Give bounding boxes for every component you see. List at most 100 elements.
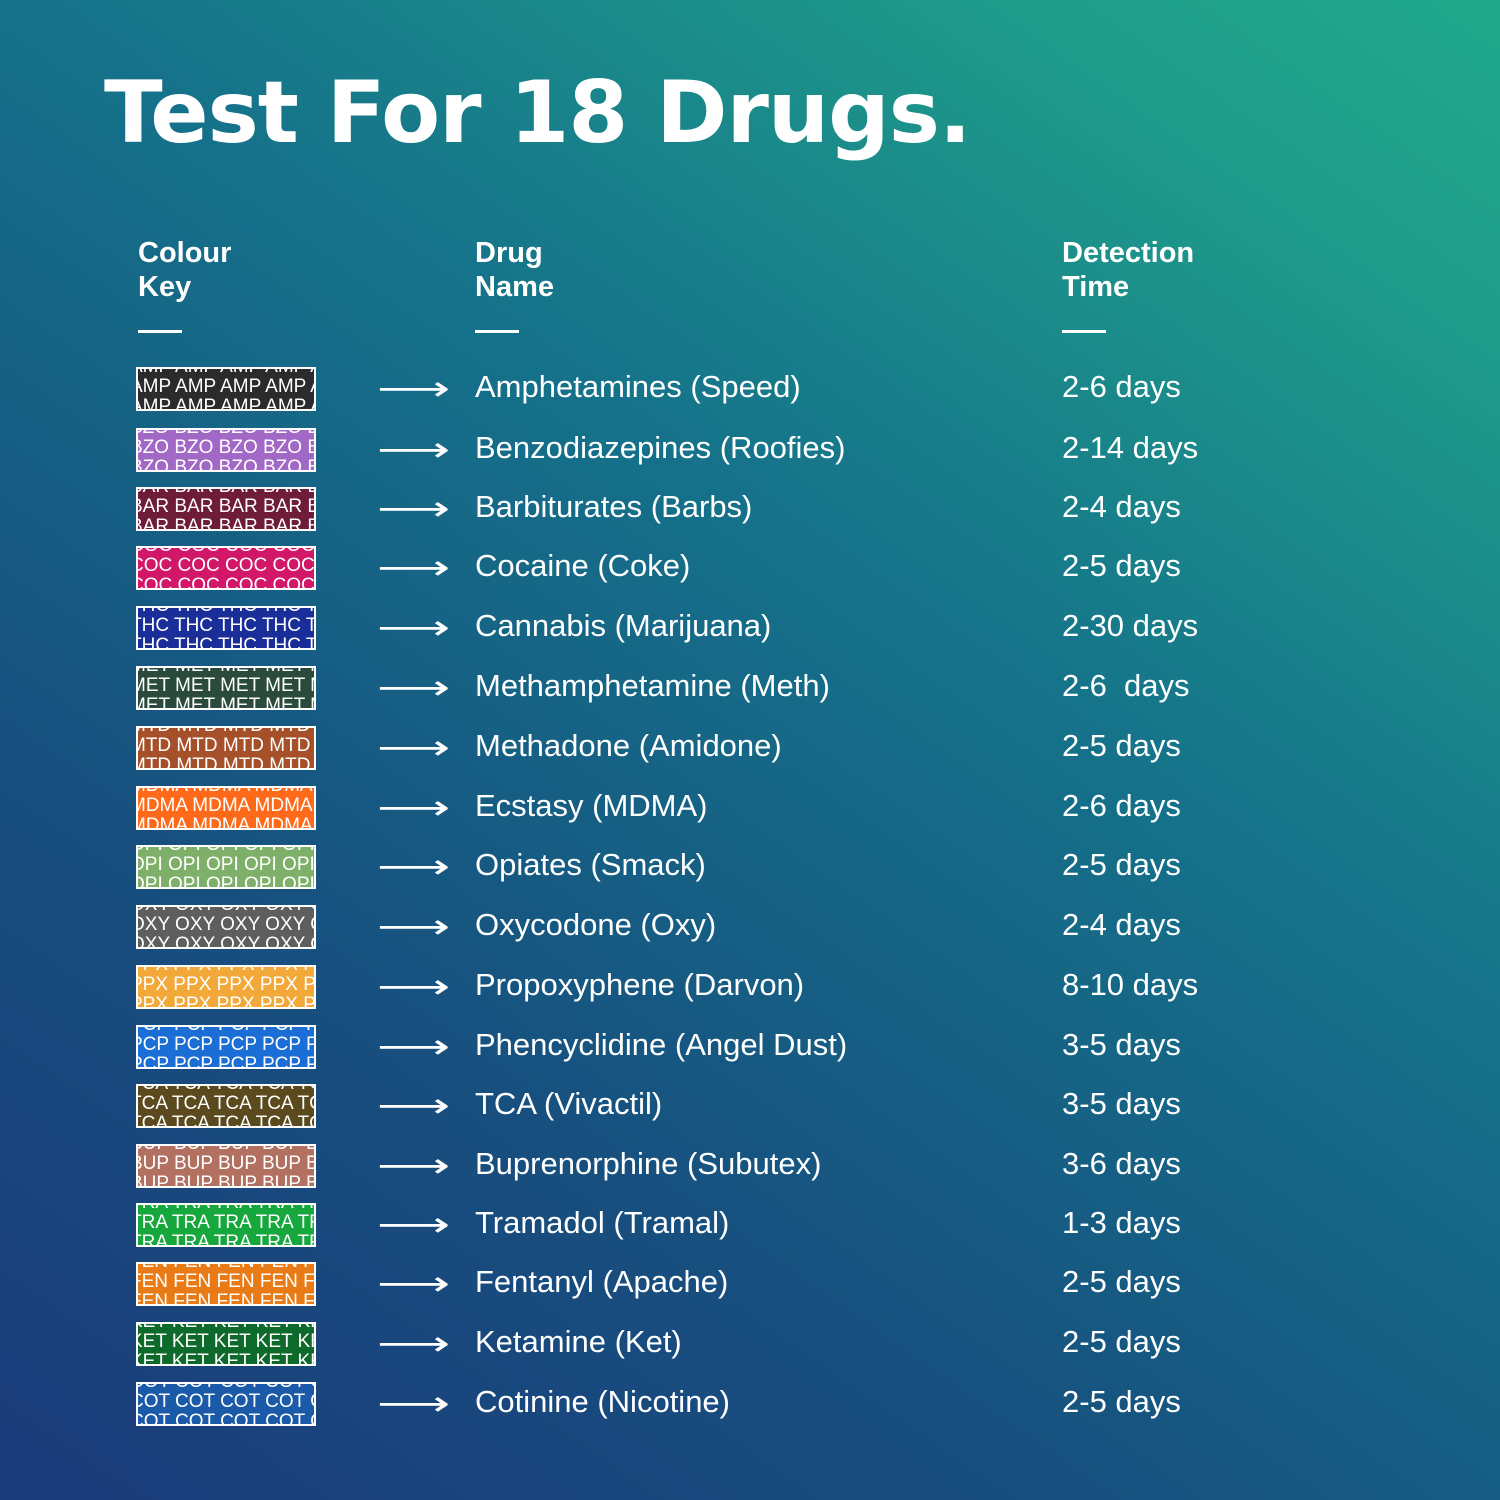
detection-time: 2-5 days — [1062, 1384, 1181, 1419]
swatch-code-text: PCP PCP PCP PCP PCP PCP PCP PCP — [138, 1027, 314, 1034]
header-underline — [475, 330, 519, 333]
drug-name: Opiates (Smack) — [475, 847, 706, 882]
drug-name: Tramadol (Tramal) — [475, 1205, 730, 1240]
drug-name: Oxycodone (Oxy) — [475, 907, 717, 942]
swatch-code-text: THC THC THC THC THC THC THC THC — [138, 615, 314, 636]
arrow-icon: ⟶ — [377, 788, 451, 828]
swatch-code-text: BAR BAR BAR BAR BAR BAR BAR BAR — [138, 496, 314, 517]
swatch-code-text: PPX PPX PPX PPX PPX PPX PPX PPX — [138, 974, 316, 995]
detection-time: 2-5 days — [1062, 548, 1181, 583]
swatch-code-text: TCA TCA TCA TCA TCA TCA TCA TCA — [138, 1086, 314, 1093]
swatch-code-text: BUP BUP BUP BUP BUP BUP BUP BUP — [138, 1146, 314, 1153]
swatch-code-text: AMP AMP AMP AMP AMP AMP AMP AMP — [138, 396, 314, 411]
swatch-code-text: BZO BZO BZO BZO BZO BZO BZO BZO — [138, 457, 314, 472]
swatch-code-text: BUP BUP BUP BUP BUP BUP BUP BUP — [138, 1173, 314, 1188]
header-line: Colour — [138, 237, 232, 269]
swatch-code-text: BZO BZO BZO BZO BZO BZO BZO BZO — [138, 430, 314, 437]
arrow-icon: ⟶ — [377, 1264, 451, 1304]
swatch-code-text: OXY OXY OXY OXY OXY OXY OXY OXY — [138, 934, 314, 949]
swatch-code-text: OPI OPI OPI OPI OPI OPI OPI OPI — [138, 847, 314, 854]
detection-time: 2-4 days — [1062, 907, 1181, 942]
swatch-code-text: MTD MTD MTD MTD MTD MTD MTD MTD — [138, 755, 314, 770]
drug-name: Cotinine (Nicotine) — [475, 1384, 730, 1419]
arrow-icon: ⟶ — [377, 548, 451, 588]
colour-key-swatch: BUP BUP BUP BUP BUP BUP BUP BUP BUP BUP B… — [136, 1144, 316, 1188]
detection-time: 2-5 days — [1062, 728, 1181, 763]
swatch-code-text: FEN FEN FEN FEN FEN FEN FEN FEN — [138, 1271, 315, 1292]
swatch-code-text: TRA TRA TRA TRA TRA TRA TRA TRA — [138, 1205, 314, 1212]
swatch-code-text: KET KET KET KET KET KET KET KET — [138, 1331, 314, 1352]
drug-name: Propoxyphene (Darvon) — [475, 967, 805, 1002]
arrow-icon: ⟶ — [377, 1324, 451, 1364]
colour-key-header: Colour Key — [138, 236, 231, 333]
header-line: Drug — [475, 237, 543, 269]
swatch-code-text: OPI OPI OPI OPI OPI OPI OPI OPI — [138, 854, 315, 875]
header-underline — [138, 330, 182, 333]
detection-time: 3-5 days — [1062, 1027, 1181, 1062]
swatch-code-text: TRA TRA TRA TRA TRA TRA TRA TRA — [138, 1212, 314, 1233]
table-row: BUP BUP BUP BUP BUP BUP BUP BUP BUP BUP B… — [0, 1144, 1500, 1188]
header-line: Detection — [1062, 237, 1195, 269]
swatch-code-text: BZO BZO BZO BZO BZO BZO BZO BZO — [138, 437, 314, 458]
arrow-icon: ⟶ — [377, 489, 451, 529]
swatch-code-text: MDMA MDMA MDMA MDMA MDMA MDMA MDMA MDMA — [138, 788, 314, 795]
arrow-icon: ⟶ — [377, 668, 451, 708]
arrow-icon: ⟶ — [377, 1027, 451, 1067]
header-line: Key — [138, 271, 192, 303]
arrow-icon: ⟶ — [377, 1146, 451, 1186]
colour-key-swatch: OXY OXY OXY OXY OXY OXY OXY OXY OXY OXY O… — [136, 905, 316, 949]
detection-time: 3-5 days — [1062, 1086, 1181, 1121]
swatch-code-text: TRA TRA TRA TRA TRA TRA TRA TRA — [138, 1232, 314, 1247]
swatch-code-text: KET KET KET KET KET KET KET KET — [138, 1351, 314, 1366]
colour-key-swatch: MDMA MDMA MDMA MDMA MDMA MDMA MDMA MDMA M… — [136, 786, 316, 830]
detection-time: 2-5 days — [1062, 847, 1181, 882]
swatch-code-text: AMP AMP AMP AMP AMP AMP AMP AMP — [138, 376, 314, 397]
swatch-code-text: FEN FEN FEN FEN FEN FEN FEN FEN — [138, 1264, 314, 1271]
drug-name: Fentanyl (Apache) — [475, 1264, 729, 1299]
drug-name: TCA (Vivactil) — [475, 1086, 663, 1121]
drug-name: Amphetamines (Speed) — [475, 369, 801, 404]
swatch-code-text: TCA TCA TCA TCA TCA TCA TCA TCA — [138, 1093, 314, 1114]
detection-time: 2-6 days — [1062, 788, 1181, 823]
drug-name: Ecstasy (MDMA) — [475, 788, 708, 823]
arrow-icon: ⟶ — [377, 369, 451, 409]
detection-time: 2-4 days — [1062, 489, 1181, 524]
header-line: Time — [1062, 271, 1130, 303]
detection-time: 2-5 days — [1062, 1264, 1181, 1299]
drug-name: Ketamine (Ket) — [475, 1324, 682, 1359]
swatch-code-text: PPX PPX PPX PPX PPX PPX PPX PPX — [138, 967, 314, 974]
swatch-code-text: MET MET MET MET MET MET MET MET — [138, 675, 314, 696]
swatch-code-text: MDMA MDMA MDMA MDMA MDMA MDMA MDMA MDMA — [138, 815, 314, 830]
arrow-icon: ⟶ — [377, 430, 451, 470]
swatch-code-text: MTD MTD MTD MTD MTD MTD MTD MTD — [138, 735, 314, 756]
swatch-code-text: COT COT COT COT COT COT COT COT — [138, 1384, 314, 1391]
header-underline — [1062, 330, 1106, 333]
swatch-code-text: PCP PCP PCP PCP PCP PCP PCP PCP — [138, 1034, 314, 1055]
swatch-code-text: OXY OXY OXY OXY OXY OXY OXY OXY — [138, 907, 314, 914]
swatch-code-text: BAR BAR BAR BAR BAR BAR BAR BAR — [138, 489, 314, 496]
arrow-icon: ⟶ — [377, 907, 451, 947]
drug-name: Benzodiazepines (Roofies) — [475, 430, 846, 465]
swatch-code-text: COT COT COT COT COT COT COT COT — [138, 1391, 314, 1412]
